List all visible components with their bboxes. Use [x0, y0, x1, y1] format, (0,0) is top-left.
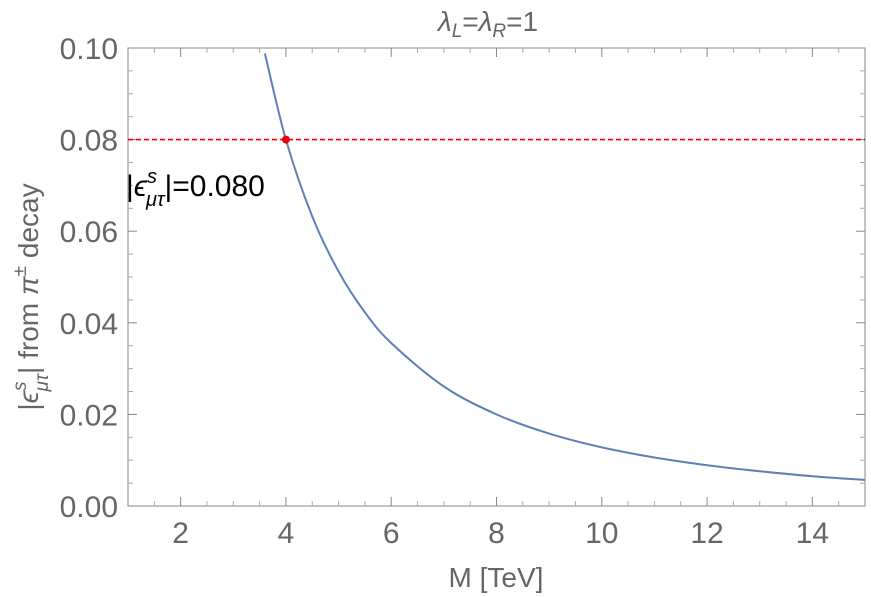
x-tick-label: 12 [690, 517, 723, 550]
x-tick-label: 10 [585, 517, 618, 550]
series-line [263, 53, 866, 481]
y-axis-label: |ϵsμτ| from π± decay [10, 183, 53, 410]
x-tick-label: 8 [488, 517, 505, 550]
intersection-marker [281, 135, 290, 144]
x-axis-label: M [TeV] [449, 562, 544, 593]
y-tick-labels: 0.00 0.02 0.04 0.06 0.08 0.10 [60, 33, 118, 524]
y-tick-label: 0.06 [60, 216, 118, 249]
y-tick-label: 0.00 [60, 491, 118, 524]
plot-frame [127, 47, 866, 507]
x-tick-label: 2 [172, 517, 189, 550]
x-tick-label: 6 [383, 517, 400, 550]
y-tick-label: 0.10 [60, 33, 118, 66]
chart-title: λL=λR=1 [436, 6, 538, 42]
tick-marks [128, 47, 865, 507]
y-tick-label: 0.02 [60, 399, 118, 432]
x-tick-label: 4 [278, 517, 295, 550]
x-tick-label: 14 [796, 517, 829, 550]
x-tick-labels: 2 4 6 8 10 12 14 [172, 517, 829, 550]
y-tick-label: 0.08 [60, 125, 118, 158]
value-annotation: |ϵs μτ|=0.080 [126, 166, 265, 211]
plot-area [127, 47, 866, 507]
y-tick-label: 0.04 [60, 308, 118, 341]
